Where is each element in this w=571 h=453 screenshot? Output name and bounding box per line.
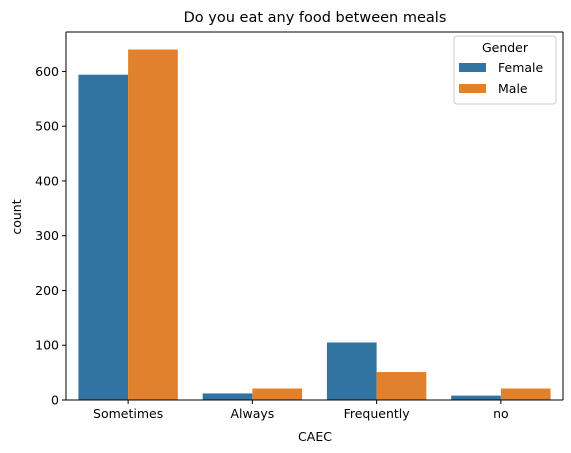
x-tick-label: no (493, 406, 509, 421)
bar-female-always (202, 393, 253, 400)
y-tick-label: 0 (51, 393, 59, 408)
x-axis-label: CAEC (298, 429, 332, 444)
y-tick-label: 100 (35, 338, 59, 353)
y-tick-label: 300 (35, 228, 59, 243)
x-tick-label: Frequently (344, 406, 411, 421)
x-tick-label: Always (230, 406, 274, 421)
legend-title: Gender (482, 40, 529, 55)
bar-female-sometimes (78, 74, 129, 401)
bar-female-frequently (326, 342, 377, 400)
legend: Gender Female Male (453, 35, 557, 105)
bar-female-no (451, 395, 501, 400)
bar-male-frequently (376, 372, 427, 400)
bar-male-no (500, 388, 551, 400)
y-tick-label: 600 (35, 64, 59, 79)
legend-label-male: Male (498, 81, 528, 96)
x-tick-label: Sometimes (93, 406, 163, 421)
y-tick-label: 400 (35, 173, 59, 188)
bar-male-always (252, 388, 303, 400)
y-tick-label: 500 (35, 119, 59, 134)
plot-area: 0 100 200 300 400 500 600 Sometimes Always Freque… (35, 31, 564, 421)
chart-title: Do you eat any food between meals (184, 10, 447, 26)
y-axis-label: count (9, 199, 24, 234)
bar-male-sometimes (128, 49, 178, 401)
legend-swatch-female (459, 63, 486, 72)
legend-label-female: Female (498, 60, 544, 75)
y-tick-label: 200 (35, 283, 59, 298)
legend-swatch-male (459, 84, 486, 93)
